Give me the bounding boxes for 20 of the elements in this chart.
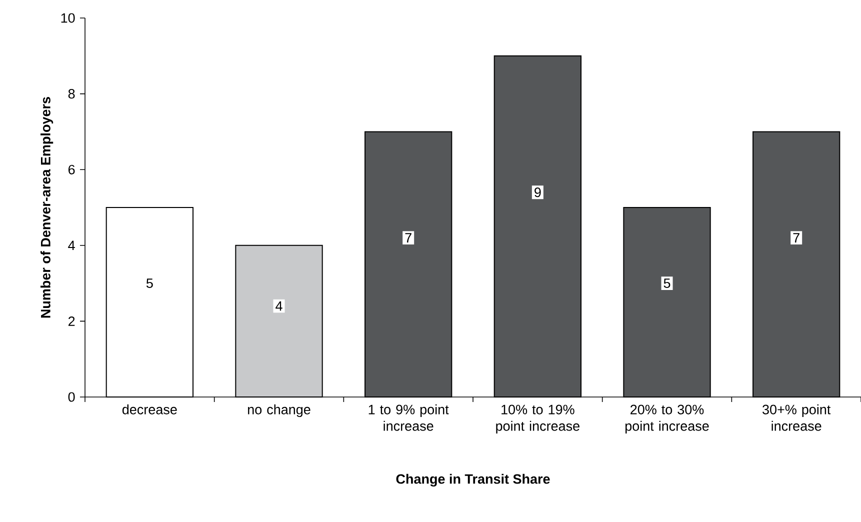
y-tick-label: 6	[68, 164, 75, 174]
data-label: 9	[534, 188, 541, 198]
y-tick-label: 4	[68, 240, 75, 250]
x-tick-label: 1 to 9% point increase	[368, 404, 449, 431]
y-tick-label: 0	[68, 392, 75, 402]
y-tick-label: 10	[61, 13, 75, 23]
data-label: 4	[276, 301, 282, 311]
y-axis-title: Number of Denver-area Employers	[40, 97, 54, 318]
data-label: 7	[405, 233, 412, 242]
data-label: 5	[664, 278, 670, 288]
y-tick-label: 2	[68, 316, 75, 326]
x-tick-label: no change	[248, 404, 310, 418]
x-axis-title: Change in Transit Share	[396, 474, 550, 487]
data-label: 5	[146, 278, 153, 288]
data-label: 7	[793, 233, 800, 242]
x-tick-label: 30+% point increase	[762, 404, 831, 431]
x-tick-label: 10% to 19% point increase	[496, 404, 580, 434]
y-tick-label: 8	[68, 89, 75, 99]
x-tick-label: decrease	[122, 404, 177, 414]
x-tick-label: 20% to 30% point increase	[625, 404, 709, 434]
